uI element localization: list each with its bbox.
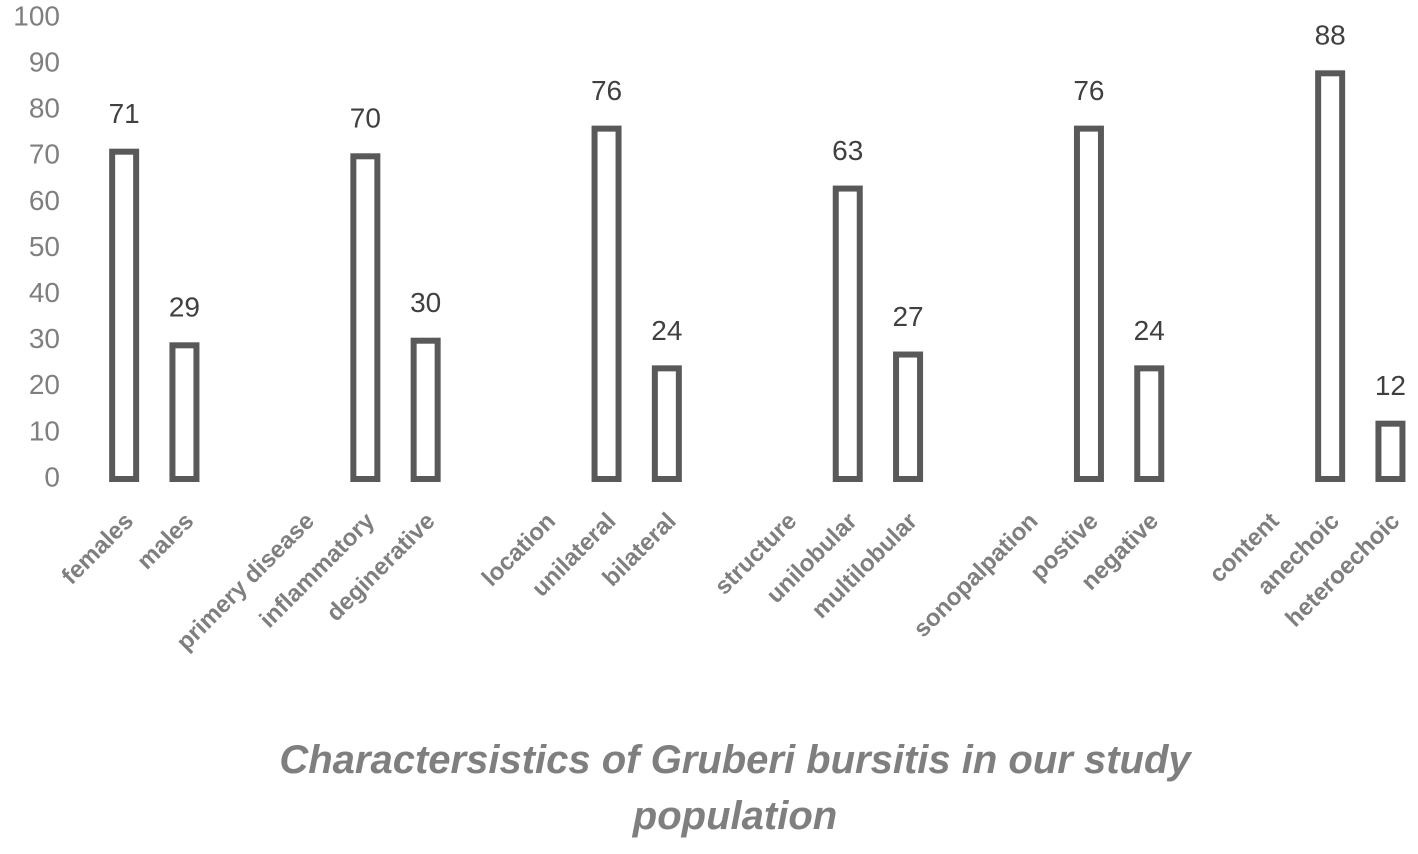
value-label: 30 [410, 287, 441, 318]
value-label: 12 [1375, 370, 1406, 401]
y-tick-label: 40 [29, 277, 60, 308]
bar [832, 185, 863, 482]
y-tick-label: 90 [29, 46, 60, 77]
bar [893, 351, 924, 482]
bar [169, 342, 200, 482]
bar [651, 365, 682, 482]
y-tick-label: 80 [29, 93, 60, 124]
bar [109, 148, 140, 482]
y-tick-label: 0 [44, 461, 60, 492]
value-label: 27 [892, 301, 923, 332]
y-tick-label: 50 [29, 231, 60, 262]
bar [591, 125, 622, 482]
y-tick-label: 100 [13, 0, 60, 31]
chart: 0102030405060708090100females71males29pr… [13, 0, 1406, 656]
y-tick-label: 60 [29, 185, 60, 216]
value-label: 24 [651, 315, 682, 346]
y-tick-label: 70 [29, 139, 60, 170]
bar [1073, 125, 1104, 482]
bar [1375, 420, 1406, 482]
bar [1315, 70, 1346, 482]
value-label: 24 [1134, 315, 1165, 346]
x-tick-label: multilobular [807, 508, 923, 624]
value-label: 70 [350, 103, 381, 134]
y-tick-label: 10 [29, 415, 60, 446]
value-label: 76 [591, 75, 622, 106]
bar [410, 337, 441, 483]
chart-title: Charactersistics of Gruberi bursitis in … [279, 738, 1191, 838]
x-tick-label: males [132, 508, 199, 575]
x-tick-label: sonopalpation [908, 508, 1043, 643]
bar [350, 153, 381, 483]
bar [1134, 365, 1165, 482]
value-label: 88 [1315, 20, 1346, 51]
y-tick-label: 30 [29, 323, 60, 354]
value-label: 29 [169, 292, 200, 323]
value-label: 71 [109, 98, 140, 129]
value-label: 63 [832, 135, 863, 166]
value-label: 76 [1073, 75, 1104, 106]
x-tick-label: females [57, 508, 139, 590]
y-tick-label: 20 [29, 369, 60, 400]
